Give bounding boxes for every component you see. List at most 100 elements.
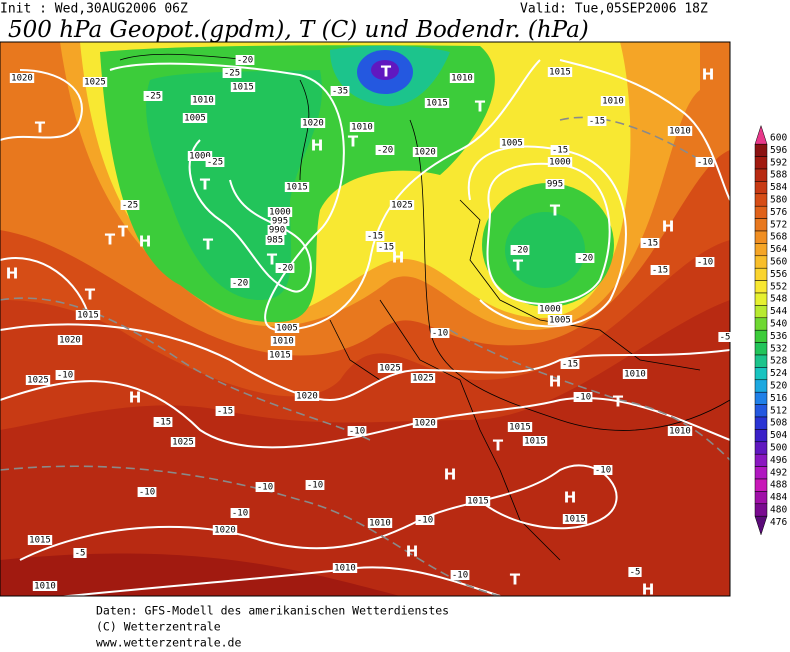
contour-label-bg	[522, 436, 548, 446]
colorbar-label: 480	[770, 505, 787, 516]
contour-label-bg	[347, 426, 367, 436]
contour-label: 1010	[624, 370, 646, 380]
colorbar-label: 500	[770, 443, 787, 454]
contour-label-bg	[389, 200, 415, 210]
contour-label-bg	[507, 422, 533, 432]
colorbar-cell	[754, 416, 768, 430]
pressure-center: H	[311, 137, 324, 155]
pressure-center: H	[129, 389, 142, 407]
pressure-center: T	[200, 176, 211, 194]
colorbar-label: 580	[770, 195, 787, 206]
contour-label: 1010	[602, 97, 624, 107]
contour-label-bg	[695, 257, 715, 267]
colorbar-cell	[754, 267, 768, 281]
pressure-center: T	[348, 133, 359, 151]
contour-label: -10	[307, 481, 323, 491]
colorbar-cell	[754, 441, 768, 455]
colorbar-label: 552	[770, 281, 787, 292]
contour-label-bg	[270, 336, 296, 346]
contour-label-bg	[270, 216, 290, 226]
contour-label-bg	[187, 151, 213, 161]
contour-label: 1010	[192, 96, 214, 106]
contour-label: 1005	[184, 114, 206, 124]
contour-label: 1010	[334, 564, 356, 574]
pressure-center: T	[513, 257, 524, 275]
contour-label: 1025	[84, 78, 106, 88]
contour-label: 1015	[286, 183, 308, 193]
contour-label: -10	[697, 258, 713, 268]
contour-label: 1020	[214, 526, 236, 536]
pressure-center: T	[85, 286, 96, 304]
colorbar-label: 560	[770, 257, 787, 268]
valid-time: Valid: Tue,05SEP2006 18Z	[520, 2, 708, 17]
pressure-center: T	[35, 119, 46, 137]
pressure-center: H	[662, 218, 675, 236]
contour-label: 1020	[414, 419, 436, 429]
footer-line: Daten: GFS-Modell des amerikanischen Wet…	[96, 604, 449, 618]
contour-label-bg	[182, 113, 208, 123]
contour-label: 1010	[451, 74, 473, 84]
colorbar-cell	[754, 515, 768, 536]
colorbar-label: 564	[770, 244, 787, 255]
contour-label: 990	[269, 226, 285, 236]
contour-label: 1010	[272, 337, 294, 347]
contour-label: 1010	[369, 519, 391, 529]
map-labels: 1020 1025 1015 1010 1005 1000 1020 1010 1015 1000…	[6, 55, 732, 599]
colorbar-cell	[754, 255, 768, 269]
contour-label: 1020	[414, 148, 436, 158]
colorbar-label: 488	[770, 480, 787, 491]
contour-label: -10	[697, 158, 713, 168]
colorbar-cell	[754, 230, 768, 244]
contour-label-bg	[27, 535, 53, 545]
contour-label: -15	[367, 232, 383, 242]
contour-label: -15	[562, 360, 578, 370]
colorbar-cell	[754, 367, 768, 381]
contour-label: -15	[589, 117, 605, 127]
contour-label: 1025	[172, 438, 194, 448]
contour-label-bg	[305, 480, 325, 490]
footer-line: (C) Wetterzentrale	[96, 620, 221, 634]
contour-label-bg	[415, 515, 435, 525]
contour-label-bg	[75, 310, 101, 320]
contour-label-bg	[430, 328, 450, 338]
init-time: Init : Wed,30AUG2006 06Z	[0, 2, 188, 17]
contour-label-bg	[450, 570, 470, 580]
contour-label: 1010	[669, 427, 691, 437]
contour-label: -10	[57, 371, 73, 381]
contour-label: -15	[652, 266, 668, 276]
pressure-center: H	[702, 66, 715, 84]
contour-label-bg	[376, 242, 396, 252]
contour-label: 995	[547, 180, 563, 190]
contour-label-bg	[365, 231, 385, 241]
colorbar-cell	[754, 193, 768, 207]
contour-label-bg	[230, 508, 250, 518]
contour-label-bg	[332, 563, 358, 573]
colorbar-label: 516	[770, 393, 787, 404]
contour-label-bg	[547, 157, 573, 167]
colorbar-cell	[754, 342, 768, 356]
contour-label: 1020	[296, 392, 318, 402]
colorbar-cell	[754, 156, 768, 170]
colorbar-label: 600	[770, 133, 787, 144]
contour-label-bg	[215, 406, 235, 416]
contour-label-bg	[25, 375, 51, 385]
colorbar-cell	[754, 143, 768, 157]
contour-label: 1015	[269, 351, 291, 361]
contour-label: -15	[217, 407, 233, 417]
contour-label: 1000	[269, 208, 291, 218]
contour-label: 1005	[276, 324, 298, 334]
colorbar-cell	[754, 280, 768, 294]
contour-label-bg	[718, 332, 732, 342]
contour-label: 1000	[549, 158, 571, 168]
pressure-center: T	[381, 63, 392, 81]
contour-label: -20	[237, 56, 253, 66]
colorbar-label: 524	[770, 368, 787, 379]
colorbar-label: 556	[770, 269, 787, 280]
contour-label-bg	[267, 350, 293, 360]
contour-label: 1025	[27, 376, 49, 386]
pressure-center: H	[564, 489, 577, 507]
contour-label-bg	[284, 182, 310, 192]
contour-label: -25	[224, 69, 240, 79]
contour-label: 1020	[302, 119, 324, 129]
